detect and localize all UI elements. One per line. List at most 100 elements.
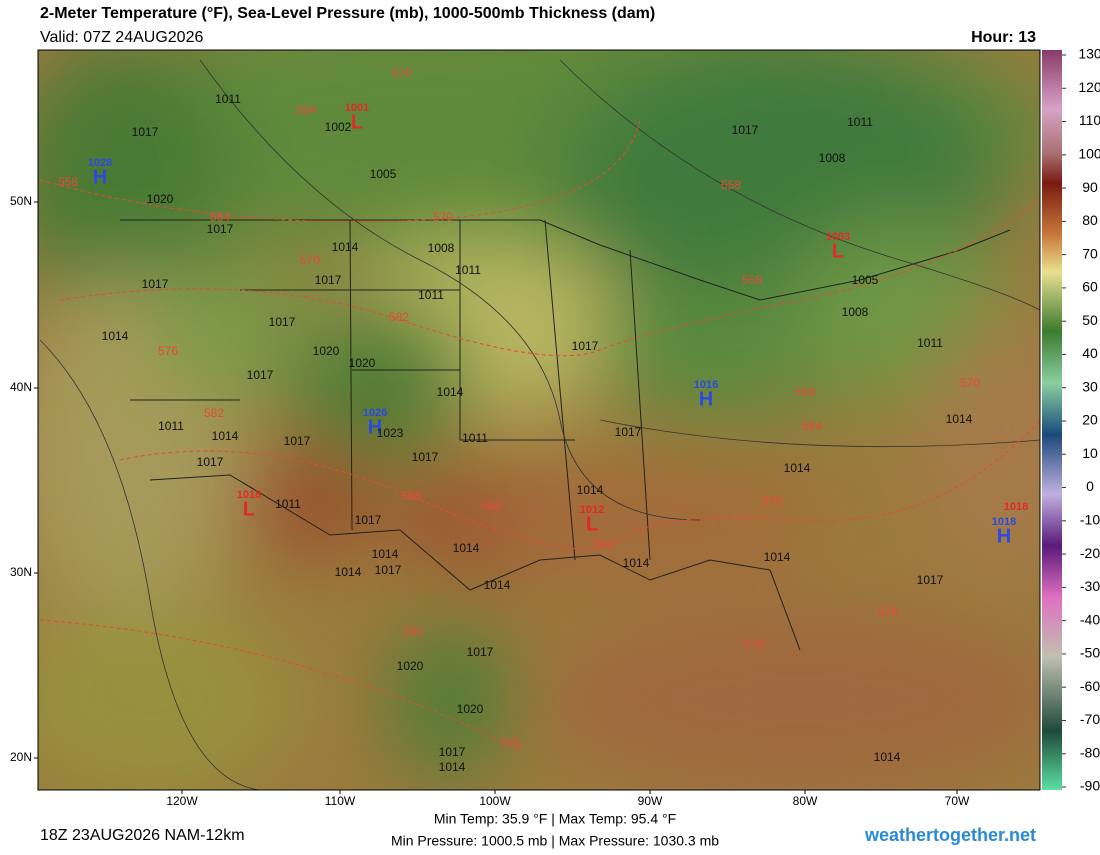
colorbar-label: 60 — [1082, 279, 1098, 295]
isobar-label: 1014 — [372, 547, 399, 561]
colorbar-label: -90 — [1080, 778, 1100, 794]
map-frame — [37, 49, 1041, 791]
low-value: 1001 — [345, 102, 369, 114]
thickness-label: 570 — [300, 253, 320, 267]
isobar-label: 1020 — [147, 192, 174, 206]
thickness-label: 582 — [593, 537, 613, 551]
thickness-label: 576 — [762, 494, 782, 508]
lat-label: 30N — [10, 565, 32, 579]
isobar-label: 1002 — [325, 120, 352, 134]
isobar-label: 1005 — [852, 273, 879, 287]
isobar-label: 1020 — [313, 344, 340, 358]
low-marker: L — [832, 240, 844, 262]
colorbar-label: 0 — [1086, 478, 1094, 494]
isobar-label: 1014 — [332, 240, 359, 254]
thickness-label: 576 — [158, 344, 178, 358]
isobar-label: 1017 — [375, 563, 402, 577]
isobar-label: 1014 — [437, 385, 464, 399]
colorbar-label: 90 — [1082, 179, 1098, 195]
isobar-label: 1017 — [284, 434, 311, 448]
isobar-label: 1017 — [467, 645, 494, 659]
colorbar-label: -20 — [1080, 545, 1100, 561]
isobar-label: 1023 — [377, 426, 404, 440]
high-value: 1016 — [694, 379, 718, 391]
isobar-label: 1014 — [874, 750, 901, 764]
isobar-label: 1020 — [457, 702, 484, 716]
high-marker: H — [368, 416, 382, 438]
lon-label: 110W — [325, 794, 356, 808]
isobar-lines — [39, 59, 1040, 790]
colorbar-label: -50 — [1080, 645, 1100, 661]
model-run: 18Z 23AUG2026 NAM-12km — [40, 827, 245, 844]
isobar-label: 1008 — [428, 241, 455, 255]
colorbar — [1042, 50, 1062, 790]
isobar-label: 1014 — [453, 541, 480, 555]
isobar-label: 1014 — [212, 429, 239, 443]
colorbar-label: 20 — [1082, 412, 1098, 428]
thickness-label: 558 — [795, 385, 815, 399]
isobar-label: 1008 — [819, 151, 846, 165]
thickness-label: 588 — [481, 499, 501, 513]
isobar-label: 1017 — [439, 745, 466, 759]
colorbar-label: 130 — [1078, 46, 1100, 62]
isobar-label: 1011 — [455, 263, 481, 277]
title: 2-Meter Temperature (°F), Sea-Level Pres… — [40, 5, 655, 22]
isobar-label: 1017 — [572, 339, 599, 353]
isobar-label: 1014 — [484, 578, 511, 592]
isobar-label: 1017 — [615, 425, 642, 439]
thickness-label: 570 — [960, 376, 980, 390]
colorbar-label: 50 — [1082, 312, 1098, 328]
colorbar-label: -30 — [1080, 578, 1100, 594]
isobar-label: 1014 — [764, 550, 791, 564]
thickness-label: 582 — [204, 406, 224, 420]
colorbar-label: -80 — [1080, 744, 1100, 760]
lon-label: 80W — [793, 794, 818, 808]
lat-label: 50N — [10, 194, 32, 208]
thickness-label: 570 — [433, 210, 453, 224]
colorbar-label: 80 — [1082, 212, 1098, 228]
isobar-label: 1017 — [269, 315, 296, 329]
colorbar-label: -60 — [1080, 678, 1100, 694]
pressure-range: Min Pressure: 1000.5 mb | Max Pressure: … — [391, 833, 719, 849]
high-marker: H — [93, 166, 107, 188]
forecast-hour: Hour: 13 — [971, 29, 1036, 46]
low-value: 1003 — [826, 231, 850, 243]
colorbar-label: 40 — [1082, 345, 1098, 361]
isobar-label: 1017 — [132, 125, 159, 139]
temp-range: Min Temp: 35.9 °F | Max Temp: 95.4 °F — [434, 811, 676, 827]
isobar-label: 1017 — [355, 513, 382, 527]
thickness-lines — [39, 119, 1040, 751]
colorbar-label: 10 — [1082, 445, 1098, 461]
isobar-label: 1014 — [946, 412, 973, 426]
isobar-label: 1020 — [349, 356, 376, 370]
isobar-label: 1014 — [335, 565, 362, 579]
valid-time: Valid: 07Z 24AUG2026 — [40, 29, 203, 46]
borders — [120, 219, 1011, 651]
colorbar-label: 70 — [1082, 245, 1098, 261]
high-marker: H — [997, 525, 1011, 547]
thickness-label: 570 — [392, 66, 412, 80]
isobar-label: 1017 — [315, 273, 342, 287]
high-marker: H — [699, 388, 713, 410]
low-value: 1018 — [237, 489, 261, 501]
colorbar-label: 120 — [1078, 79, 1100, 95]
thickness-label: 558 — [721, 178, 741, 192]
isobar-label: 1017 — [197, 455, 224, 469]
colorbar-label: -70 — [1080, 711, 1100, 727]
map — [38, 50, 1040, 790]
colorbar-label: 110 — [1079, 112, 1100, 128]
isobar-label: 1008 — [842, 305, 869, 319]
thickness-label: 576 — [744, 637, 764, 651]
isobar-label: 1011 — [462, 431, 488, 445]
isobar-label: 1011 — [418, 288, 444, 302]
isobar-label: 1011 — [917, 336, 943, 350]
isobar-label: 1011 — [215, 92, 241, 106]
lon-label: 90W — [638, 794, 663, 808]
colorbar-label: 100 — [1078, 146, 1100, 162]
high-value: 1018 — [992, 516, 1016, 528]
isobar-label: 1017 — [207, 222, 234, 236]
isobar-label: 1017 — [247, 368, 274, 382]
isobar-label: 1011 — [847, 115, 873, 129]
